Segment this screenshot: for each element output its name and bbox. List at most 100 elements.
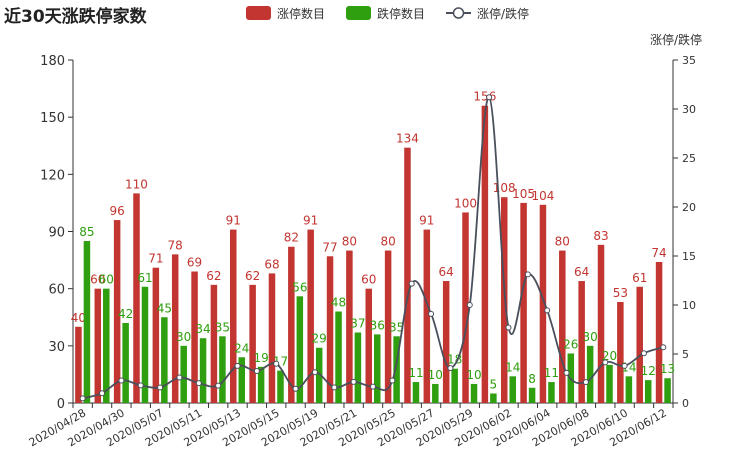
ratio-point xyxy=(176,374,183,381)
right-axis-tick-label: 25 xyxy=(682,152,696,165)
bar-value-label: 80 xyxy=(380,235,395,249)
bar-limit-up xyxy=(94,288,102,403)
bar-value-label: 10 xyxy=(466,368,481,382)
bar-limit-up xyxy=(230,229,237,403)
bar-value-label: 14 xyxy=(505,360,520,374)
bar-value-label: 12 xyxy=(641,364,656,378)
bar-value-label: 91 xyxy=(419,214,434,228)
bar-limit-down xyxy=(412,382,420,403)
bar-value-label: 77 xyxy=(322,240,337,254)
left-axis-tick-label: 180 xyxy=(40,54,65,69)
right-axis-tick-label: 0 xyxy=(682,397,689,410)
bar-limit-down xyxy=(432,383,439,403)
bar-value-label: 60 xyxy=(90,273,105,287)
bar-value-label: 5 xyxy=(490,377,498,391)
legend-line-marker xyxy=(452,7,465,19)
bar-value-label: 91 xyxy=(303,214,318,228)
bar-limit-up xyxy=(520,202,527,403)
bar-limit-down xyxy=(606,364,613,403)
bar-limit-up xyxy=(210,284,218,403)
bar-limit-up xyxy=(75,326,82,403)
bar-value-label: 78 xyxy=(168,238,183,252)
ratio-point xyxy=(118,377,125,384)
legend-swatch-1 xyxy=(346,6,371,20)
bar-value-label: 64 xyxy=(574,265,589,279)
bar-limit-up xyxy=(539,204,547,403)
ratio-point xyxy=(563,369,570,376)
bar-value-label: 42 xyxy=(118,307,133,321)
bar-value-label: 35 xyxy=(389,320,404,334)
ratio-point xyxy=(79,395,86,402)
bar-limit-up xyxy=(307,229,314,403)
bar-value-label: 100 xyxy=(454,196,477,210)
bar-limit-up xyxy=(597,244,605,403)
bar-value-label: 61 xyxy=(632,271,647,285)
bar-limit-up xyxy=(462,212,469,403)
left-axis-tick-label: 60 xyxy=(48,283,65,298)
bar-limit-up xyxy=(268,273,276,403)
bar-value-label: 48 xyxy=(331,296,346,310)
bar-limit-down xyxy=(644,380,652,403)
bar-value-label: 85 xyxy=(79,225,94,239)
ratio-point xyxy=(350,378,357,385)
ratio-point xyxy=(389,377,396,384)
bar-value-label: 30 xyxy=(176,330,191,344)
right-axis-tick-label: 20 xyxy=(682,201,696,214)
bar-limit-down xyxy=(509,376,516,403)
bar-limit-down xyxy=(354,332,362,403)
bar-limit-up xyxy=(404,147,411,403)
bar-limit-up xyxy=(559,250,566,403)
legend-label-0: 涨停数目 xyxy=(277,6,325,21)
bar-limit-down xyxy=(122,322,129,403)
ratio-point xyxy=(292,385,299,392)
ratio-point xyxy=(602,359,609,366)
bar-limit-down xyxy=(161,317,168,403)
bar-limit-down xyxy=(548,382,555,403)
bar-value-label: 26 xyxy=(563,337,578,351)
bar-value-label: 105 xyxy=(512,187,535,201)
ratio-point xyxy=(505,324,512,331)
ratio-point xyxy=(331,384,338,391)
bar-value-label: 11 xyxy=(408,366,423,380)
bar-limit-down xyxy=(335,311,342,403)
ratio-point xyxy=(486,94,493,101)
bar-limit-up xyxy=(500,197,508,403)
bar-value-label: 8 xyxy=(528,372,536,386)
bar-value-label: 62 xyxy=(245,269,260,283)
bar-value-label: 34 xyxy=(195,322,210,336)
ratio-point xyxy=(466,302,473,308)
bar-limit-down xyxy=(528,387,536,403)
bar-limit-up xyxy=(481,105,489,403)
ratio-point xyxy=(99,390,106,397)
left-axis-tick-label: 90 xyxy=(48,226,65,241)
bar-value-label: 80 xyxy=(555,235,570,249)
bar-limit-down xyxy=(103,288,110,403)
bar-limit-up xyxy=(617,302,624,403)
bar-limit-down xyxy=(83,241,91,403)
bar-value-label: 91 xyxy=(226,214,241,228)
bar-limit-down xyxy=(257,366,265,403)
bar-limit-down xyxy=(315,347,323,403)
bar-value-label: 61 xyxy=(137,271,152,285)
ratio-point xyxy=(408,280,415,287)
bar-value-label: 35 xyxy=(215,320,230,334)
left-axis-tick-label: 30 xyxy=(48,340,65,355)
bar-limit-down xyxy=(451,368,458,403)
bar-limit-up xyxy=(346,250,353,403)
bar-value-label: 68 xyxy=(264,257,279,271)
right-axis-tick-label: 15 xyxy=(682,250,696,263)
bar-value-label: 36 xyxy=(370,318,385,332)
bar-limit-down xyxy=(664,378,671,403)
bar-value-label: 74 xyxy=(651,246,666,260)
bar-limit-down xyxy=(238,357,246,403)
bar-value-label: 83 xyxy=(593,229,608,243)
bar-value-label: 64 xyxy=(439,265,454,279)
right-axis-tick-label: 10 xyxy=(682,299,696,312)
bar-value-label: 80 xyxy=(342,235,357,249)
ratio-line xyxy=(82,96,664,400)
ratio-point xyxy=(273,360,280,367)
bar-value-label: 156 xyxy=(473,90,496,104)
ratio-point xyxy=(524,271,531,278)
ratio-point xyxy=(428,310,435,317)
bar-limit-up xyxy=(423,229,431,403)
